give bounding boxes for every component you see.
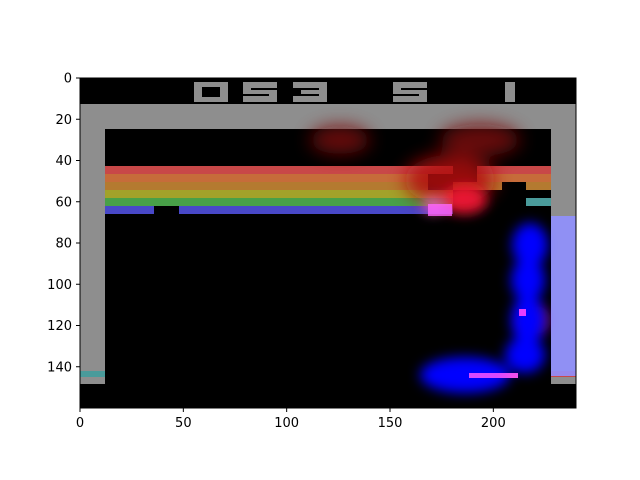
scoreboard [194, 82, 515, 102]
left-wall-tip [80, 371, 105, 377]
y-tick-label: 120 [47, 319, 72, 334]
top-wall [80, 104, 576, 129]
y-tick-label: 140 [47, 360, 72, 375]
brick-row-4 [105, 190, 551, 198]
player-digit [505, 82, 515, 102]
saliency-blue [420, 223, 548, 393]
saliency-wall-overlay [551, 216, 576, 376]
paddle-highlight [469, 373, 518, 378]
y-tick-label: 100 [47, 278, 72, 293]
left-wall [80, 104, 105, 384]
lives-digit [393, 82, 427, 102]
x-tick-label: 100 [274, 416, 299, 431]
y-tick-label: 0 [64, 72, 72, 87]
score-digit-3 [293, 82, 327, 102]
saliency-bright-spot [428, 204, 452, 216]
y-tick-label: 20 [55, 113, 72, 128]
y-tick-label: 40 [55, 154, 72, 169]
y-tick-label: 60 [55, 195, 72, 210]
score-display [194, 82, 327, 102]
y-axis-ticks: 0 20 40 60 80 100 120 140 [47, 72, 80, 375]
x-tick-label: 50 [175, 416, 192, 431]
x-tick-label: 150 [378, 416, 403, 431]
brick-row-6 [105, 206, 551, 214]
ball-highlight [519, 309, 526, 316]
brick-row-2 [105, 174, 551, 182]
x-tick-label: 0 [76, 416, 84, 431]
score-digit-5 [243, 82, 277, 102]
brick-gap-bottom-left [154, 206, 179, 214]
brick-row-1 [105, 166, 551, 174]
brick-row-5 [105, 198, 551, 206]
score-digit-0 [194, 82, 228, 102]
brick-gap-right-5 [526, 198, 551, 206]
brick-gap-right-4 [502, 182, 526, 190]
x-axis-ticks: 0 50 100 150 200 [76, 408, 506, 431]
brick-row-3 [105, 182, 551, 190]
x-tick-label: 200 [481, 416, 506, 431]
y-tick-label: 80 [55, 237, 72, 252]
